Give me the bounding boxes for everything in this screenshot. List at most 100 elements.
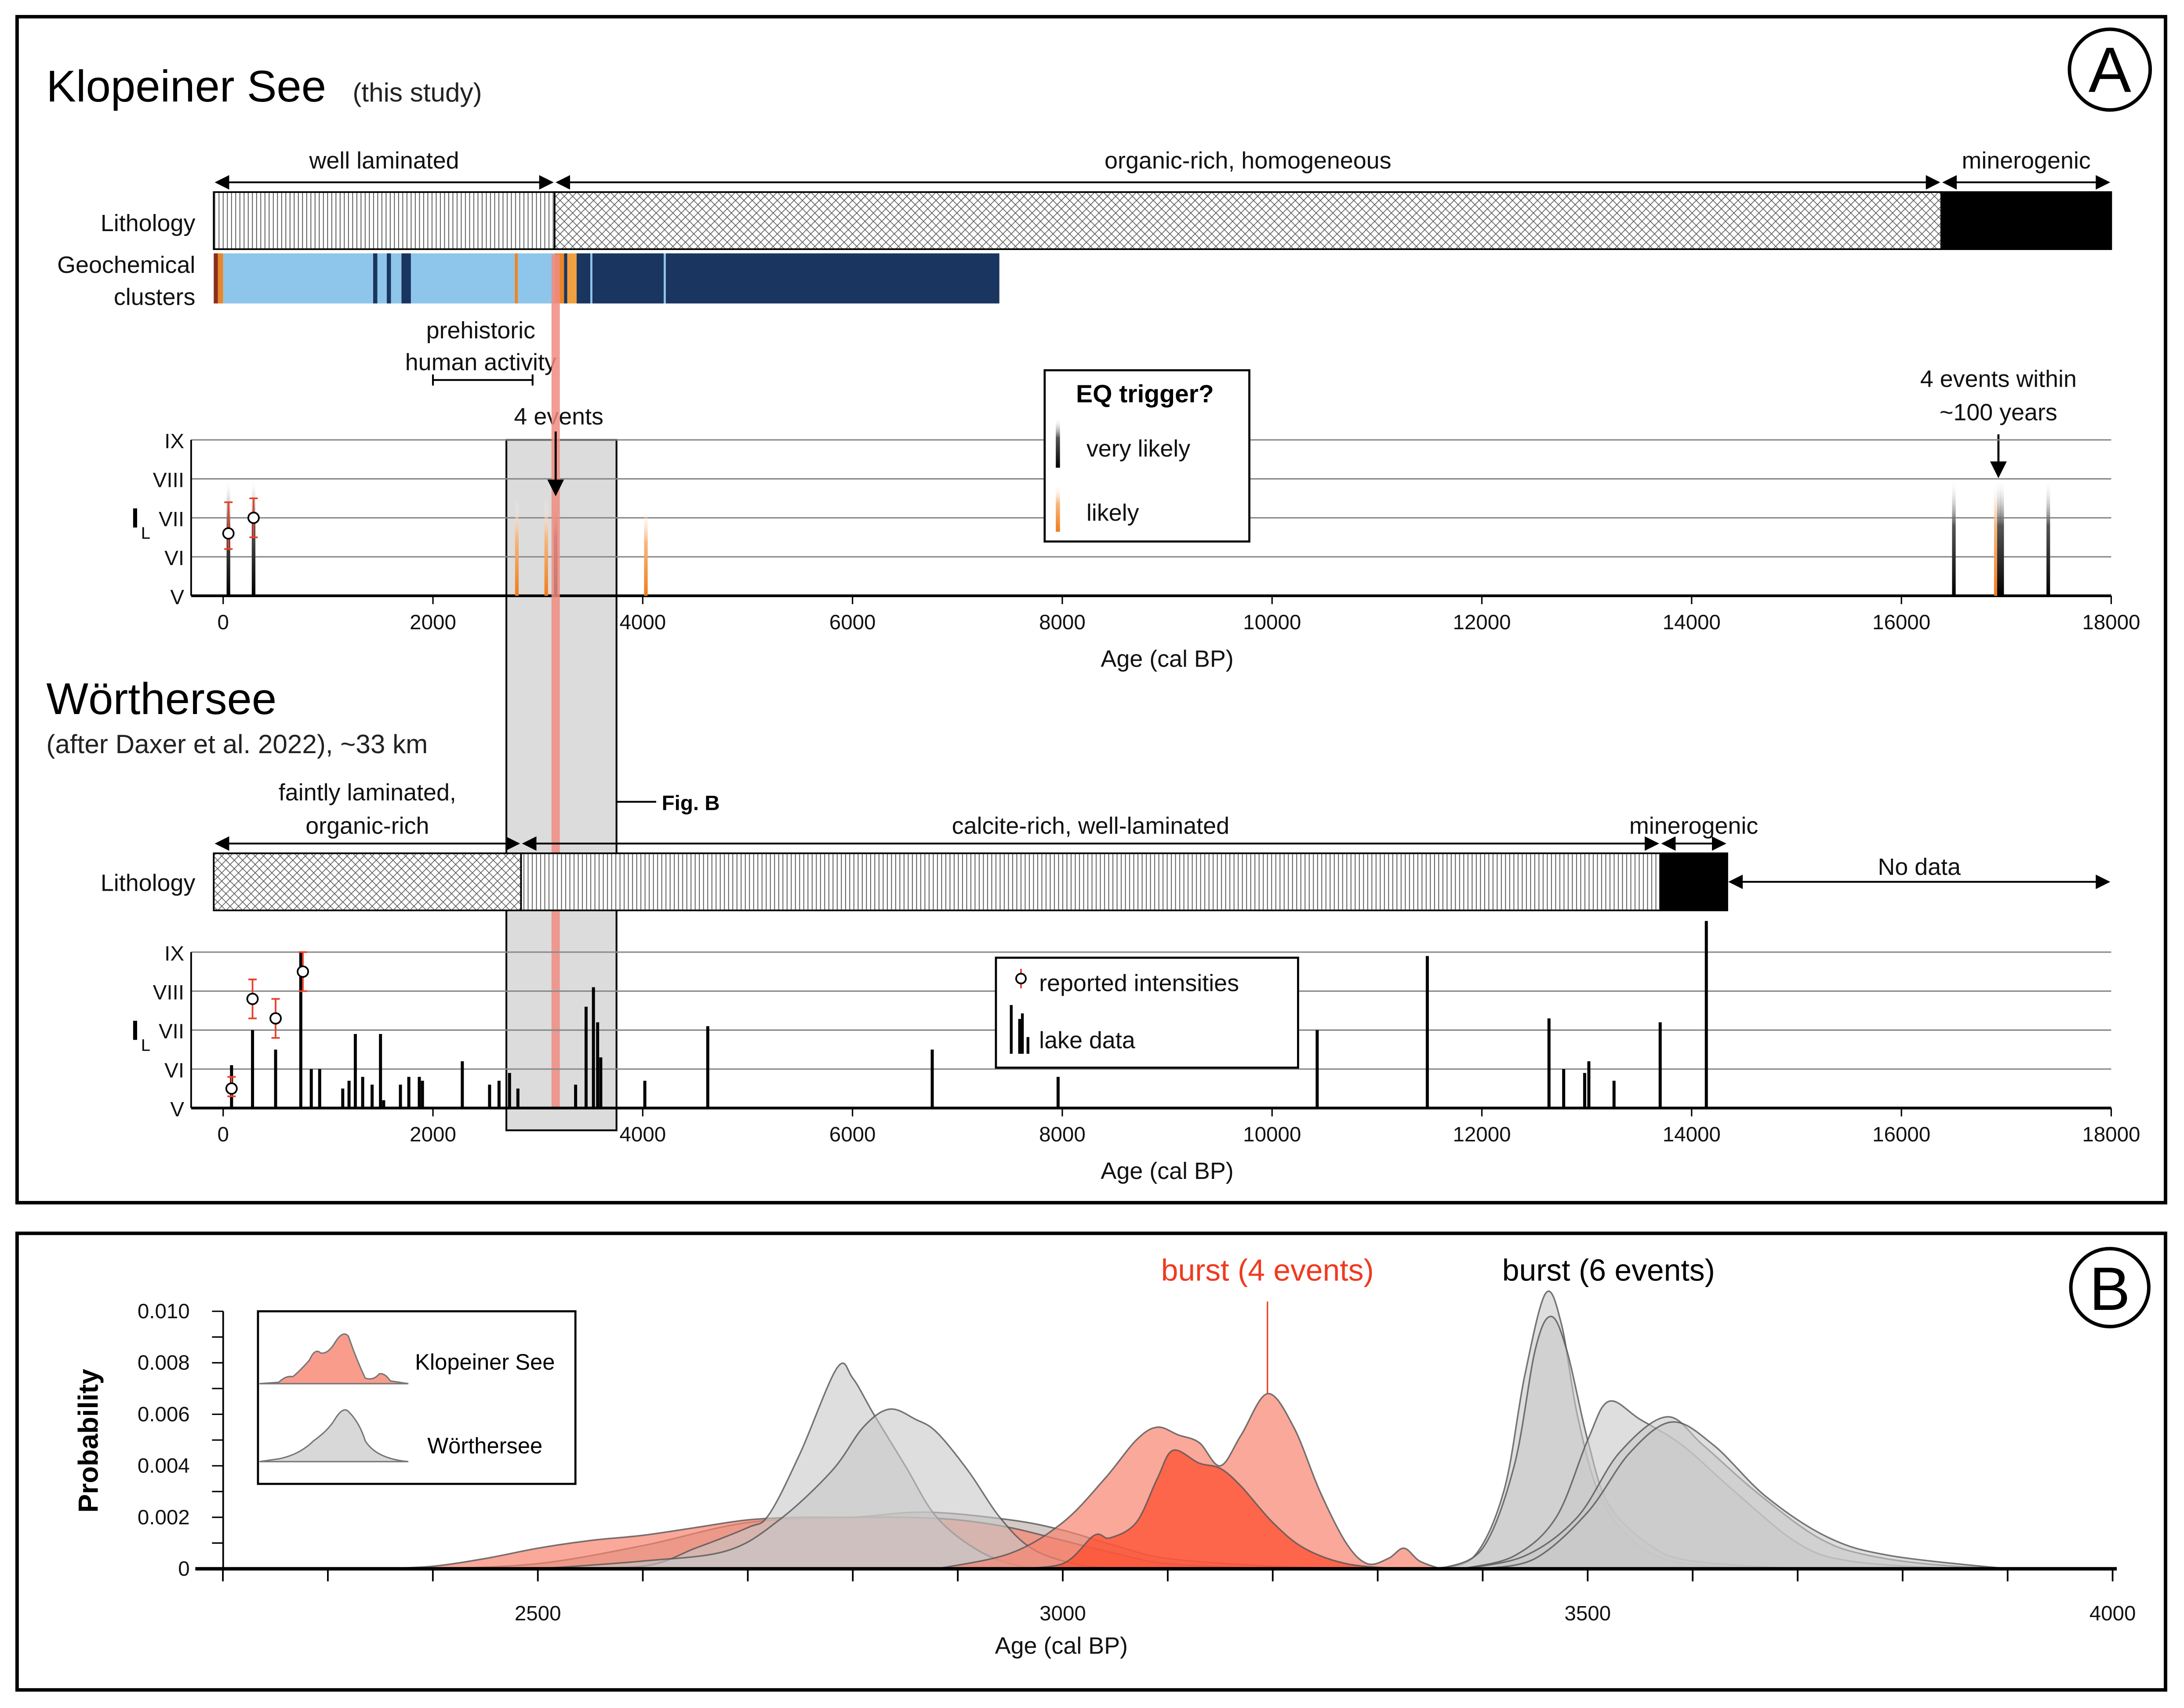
geochem-cluster-segment	[664, 253, 666, 304]
klopeiner-lithology-label: organic-rich, homogeneous	[1105, 147, 1391, 174]
worthersee-density-curve	[538, 1408, 1116, 1570]
worthersee-lake-data-bar	[379, 1034, 382, 1108]
klopeiner-x-tick-label: 8000	[1039, 611, 1086, 634]
klopeiner-event-bar	[1994, 479, 1998, 596]
worthersee-lithology-segment	[520, 852, 1661, 911]
legend-klopeiner-label: Klopeiner See	[415, 1349, 555, 1374]
worthersee-y-tick-label: IX	[164, 942, 184, 965]
klopeiner-reported-intensity	[222, 527, 235, 540]
klopeiner-x-tick-label: 12000	[1453, 611, 1511, 634]
klopeiner-y-tick-label: IX	[164, 430, 184, 453]
worthersee-lake-data-bar	[643, 1081, 647, 1108]
klopeiner-reported-intensity	[247, 511, 260, 524]
panel-b-frame	[15, 1231, 2167, 1692]
fig-b-window	[505, 439, 618, 1131]
likely-swatch	[1056, 484, 1060, 532]
klopeiner-lithology-segment	[553, 191, 1942, 250]
worthersee-x-tick-label: 2000	[410, 1123, 456, 1146]
panel-b-label: B	[2090, 1255, 2130, 1323]
eq-trigger-legend: EQ trigger? very likely likely	[1043, 369, 1250, 543]
klopeiner-density-curve	[1010, 1449, 1399, 1570]
worthersee-x-tick-label: 12000	[1453, 1123, 1511, 1146]
worthersee-lake-data-bar	[371, 1084, 374, 1108]
geochem-cluster-segment	[401, 253, 411, 304]
worthersee-lake-data-bar	[274, 1049, 277, 1108]
klopeiner-y-tick-label: VII	[159, 508, 184, 531]
worthersee-lake-data-bar	[1612, 1081, 1616, 1108]
geochem-label-1: Geochemical	[57, 252, 195, 278]
panel-b-legend: Klopeiner See Wörthersee	[257, 1310, 577, 1485]
geochem-cluster-segment	[377, 253, 387, 304]
klopeiner-x-tick-label: 0	[218, 611, 229, 634]
klopeiner-x-tick-label: 6000	[829, 611, 876, 634]
worthersee-lake-data-bar	[407, 1077, 411, 1108]
klopeiner-event-bar	[1997, 479, 2001, 596]
worthersee-lake-data-bar	[399, 1084, 402, 1108]
eq-legend-title: EQ trigger?	[1076, 380, 1214, 408]
worthersee-x-tick-label: 0	[218, 1123, 229, 1146]
klopeiner-lithology-label: minerogenic	[1962, 147, 2090, 174]
worthersee-lake-data-bar	[574, 1084, 578, 1108]
panel-a-badge	[2068, 27, 2152, 112]
klopeiner-event-bar	[1952, 479, 1956, 596]
worthersee-lake-data-bar	[382, 1100, 385, 1108]
worthersee-reported-intensity	[225, 1082, 238, 1095]
very-likely-label: very likely	[1087, 435, 1190, 462]
worthersee-lake-data-bar	[488, 1084, 491, 1108]
worthersee-reported-intensity	[297, 965, 309, 978]
klopeiner-event-bar	[2046, 479, 2050, 596]
worthersee-lake-data-bar	[309, 1069, 313, 1108]
burst-4-label: burst (4 events)	[1161, 1253, 1374, 1287]
geochem-cluster-segment	[515, 253, 518, 304]
worthersee-lake-data-bar	[361, 1077, 364, 1108]
worthersee-lake-data-bar	[930, 1049, 934, 1108]
worthersee-lake-data-bar	[516, 1088, 520, 1108]
klopeiner-x-tick-label: 4000	[619, 611, 666, 634]
worthersee-lake-data-bar	[508, 1073, 511, 1108]
panel-b-y-tick-label: 0.008	[138, 1351, 190, 1374]
worthersee-lithology-label: minerogenic	[1629, 813, 1758, 839]
panel-b-badge	[2069, 1247, 2151, 1328]
klopeiner-y-tick-label: VIII	[153, 469, 184, 492]
worthersee-lake-data-bar	[1547, 1018, 1551, 1108]
geochem-cluster-segment	[223, 253, 374, 304]
worthersee-lake-data-bar	[299, 952, 302, 1108]
lake-data-symbol	[1010, 1005, 1029, 1054]
worthersee-y-axis-label: I	[131, 1015, 139, 1046]
geochem-cluster-segment	[564, 253, 567, 304]
very-likely-swatch	[1056, 417, 1060, 468]
klopeiner-title: Klopeiner See	[46, 62, 326, 111]
lake-data-label: lake data	[1039, 1027, 1135, 1053]
burst-6-label: burst (6 events)	[1502, 1253, 1715, 1287]
worthersee-y-tick-label: VII	[159, 1020, 184, 1043]
klopeiner-reported-error-bar	[224, 501, 233, 550]
worthersee-lithology-label: Lithology	[101, 870, 196, 896]
panel-b-y-tick-label: 0.010	[138, 1300, 190, 1323]
worthersee-lake-data-bar	[318, 1069, 321, 1108]
geochem-cluster-segment	[391, 253, 402, 304]
worthersee-lake-data-bar	[592, 987, 595, 1108]
worthersee-x-tick-label: 8000	[1039, 1123, 1086, 1146]
worthersee-lithology-label: organic-rich	[305, 813, 429, 839]
worthersee-lake-data-bar	[1587, 1061, 1591, 1108]
klopeiner-y-tick-label: VI	[164, 547, 184, 570]
fig-b-reference: Fig. B	[662, 792, 720, 815]
panel-b-x-tick-label: 2500	[515, 1602, 561, 1625]
worthersee-x-tick-label: 18000	[2082, 1123, 2140, 1146]
worthersee-y-tick-label: VI	[164, 1059, 184, 1082]
worthersee-lake-data-bar	[497, 1081, 501, 1108]
klopeiner-subtitle: (this study)	[352, 78, 482, 107]
reported-intensity-symbol	[1015, 973, 1027, 985]
cluster-note-1: 4 events within	[1920, 366, 2077, 392]
worthersee-lake-data-bar	[1315, 1030, 1319, 1108]
klopeiner-x-tick-label: 2000	[410, 611, 456, 634]
worthersee-lithology-segment	[213, 852, 522, 911]
worthersee-x-tick-label: 6000	[829, 1123, 876, 1146]
klopeiner-y-axis-label-sub: L	[141, 524, 150, 543]
worthersee-lithology-label: calcite-rich, well-laminated	[952, 813, 1229, 839]
klopeiner-x-tick-label: 14000	[1663, 611, 1721, 634]
worthersee-no-data-label: No data	[1878, 854, 1961, 880]
worthersee-lake-data-bar	[421, 1081, 424, 1108]
worthersee-lake-data-bar	[353, 1034, 357, 1108]
worthersee-x-tick-label: 14000	[1663, 1123, 1721, 1146]
